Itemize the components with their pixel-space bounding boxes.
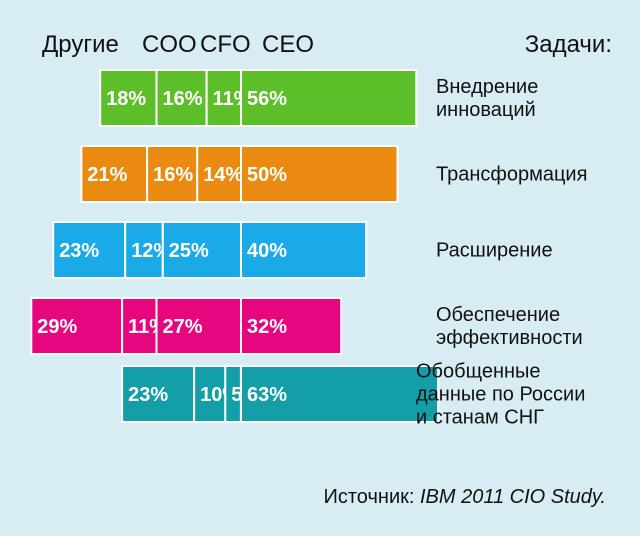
category-label-0-0: Внедрение bbox=[436, 76, 538, 98]
bar-row2-seg1 bbox=[124, 221, 164, 279]
bar-label-row1-seg2: 14% bbox=[203, 164, 243, 186]
bar-label-row4-seg0: 23% bbox=[128, 384, 168, 406]
bar-row0-seg2 bbox=[205, 69, 243, 127]
bar-row0-seg1 bbox=[155, 69, 208, 127]
column-header-3: CEO bbox=[262, 31, 314, 58]
bar-row2-seg0 bbox=[52, 221, 127, 279]
bar-row1-seg2 bbox=[196, 145, 242, 203]
column-header-0: Другие bbox=[42, 31, 119, 58]
bar-row0-seg3 bbox=[240, 69, 418, 127]
category-label-3-0: Обеспечение bbox=[436, 304, 560, 326]
column-header-1: COO bbox=[142, 31, 197, 58]
bar-label-row1-seg3: 50% bbox=[247, 164, 287, 186]
bar-label-row0-seg1: 16% bbox=[163, 88, 203, 110]
bar-label-row0-seg0: 18% bbox=[106, 88, 146, 110]
bar-row2-seg3 bbox=[240, 221, 368, 279]
category-label-2-0: Расширение bbox=[436, 240, 553, 262]
bar-row3-seg3 bbox=[240, 297, 343, 355]
bar-label-row1-seg0: 21% bbox=[87, 164, 127, 186]
category-label-3-1: эффективности bbox=[436, 327, 583, 349]
bar-row4-seg3 bbox=[240, 365, 440, 423]
category-label-4-2: и станам СНГ bbox=[416, 407, 544, 429]
category-label-0-1: инноваций bbox=[436, 99, 536, 121]
bar-label-row3-seg0: 29% bbox=[37, 316, 77, 338]
bar-label-row3-seg3: 32% bbox=[247, 316, 287, 338]
column-header-2: CFO bbox=[200, 31, 251, 58]
category-label-1-0: Трансформация bbox=[436, 164, 587, 186]
bar-row3-seg2 bbox=[155, 297, 242, 355]
bar-label-row0-seg3: 56% bbox=[247, 88, 287, 110]
category-label-4-0: Обобщенные bbox=[416, 361, 541, 383]
bar-label-row3-seg2: 27% bbox=[163, 316, 203, 338]
bar-row1-seg0 bbox=[80, 145, 149, 203]
bar-label-row2-seg3: 40% bbox=[247, 240, 287, 262]
bar-label-row2-seg0: 23% bbox=[59, 240, 99, 262]
category-label-4-1: данные по России bbox=[416, 384, 585, 406]
bar-row1-seg3 bbox=[240, 145, 399, 203]
bar-row0-seg0 bbox=[99, 69, 158, 127]
bar-label-row2-seg2: 25% bbox=[169, 240, 209, 262]
bar-row3-seg0 bbox=[30, 297, 124, 355]
source-note: Источник: IBM 2011 CIO Study. bbox=[323, 486, 606, 508]
bar-row1-seg1 bbox=[146, 145, 199, 203]
bar-label-row4-seg3: 63% bbox=[247, 384, 287, 406]
tasks-header: Задачи: bbox=[525, 31, 612, 58]
bar-label-row2-seg1: 12% bbox=[131, 240, 171, 262]
bar-row4-seg1 bbox=[193, 365, 227, 423]
bar-row2-seg2 bbox=[161, 221, 243, 279]
bar-label-row1-seg1: 16% bbox=[153, 164, 193, 186]
